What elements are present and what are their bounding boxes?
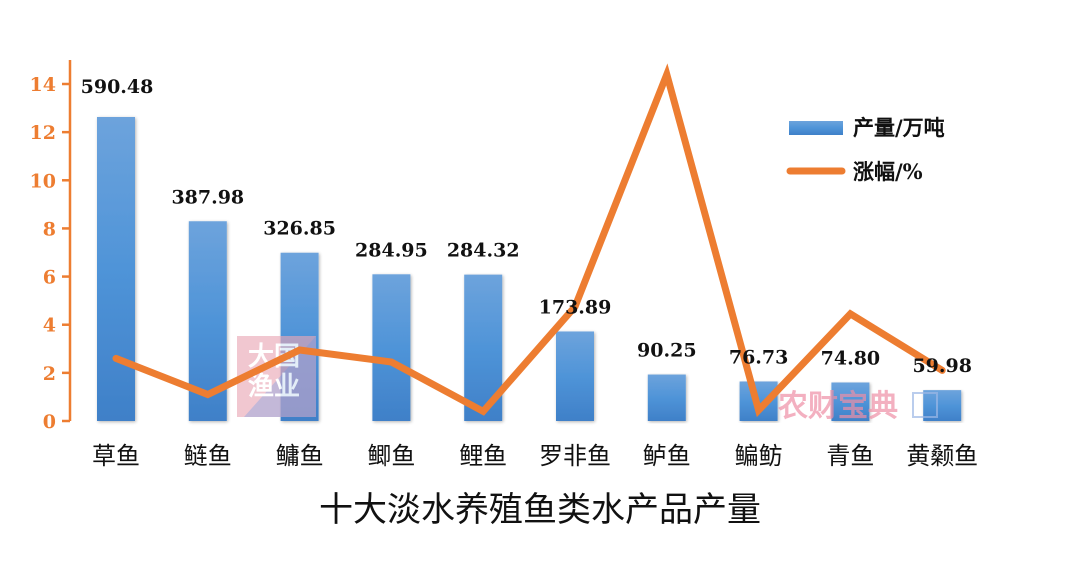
legend: 产量/万吨 涨幅/%	[786, 115, 945, 184]
category-label: 草鱼	[92, 442, 140, 470]
x-axis-labels: 草鱼 鲢鱼 鳙鱼 鲫鱼 鲤鱼 罗非鱼 鲈鱼 鳊鲂 青鱼 黄颡鱼	[92, 442, 978, 470]
category-label: 鲈鱼	[643, 442, 691, 470]
bar	[923, 390, 962, 421]
legend-label-growth: 涨幅/%	[853, 159, 923, 184]
watermark-dagou-yuye: 大国 渔业	[237, 336, 316, 417]
bar-value-labels: 590.48 387.98 326.85 284.95 284.32 173.89 90.2…	[81, 76, 972, 377]
bar-value-label: 76.73	[729, 346, 789, 368]
bar-value-label: 90.25	[637, 340, 697, 362]
y-tick-label: 14	[30, 74, 56, 96]
bar-value-label: 284.95	[355, 239, 428, 261]
bar-value-label: 284.32	[447, 240, 520, 262]
category-label: 罗非鱼	[539, 442, 611, 470]
bar-value-label: 326.85	[263, 218, 336, 240]
y-tick-label: 2	[43, 363, 56, 385]
svg-text:渔业: 渔业	[248, 372, 300, 402]
category-label: 鳊鲂	[735, 442, 783, 470]
category-label: 青鱼	[826, 442, 874, 470]
y-tick-label: 10	[30, 170, 56, 192]
bar-value-label: 590.48	[81, 76, 154, 98]
category-label: 鳙鱼	[276, 442, 324, 470]
line-series	[112, 63, 946, 418]
y-tick-label: 0	[43, 411, 56, 433]
bar-value-label: 74.80	[821, 347, 881, 369]
category-label: 鲢鱼	[184, 442, 232, 470]
category-label: 鲤鱼	[459, 442, 507, 470]
y-tick-label: 8	[43, 218, 56, 240]
y-tick-label: 12	[30, 122, 56, 144]
y-axis: 0 2 4 6 8 10 12 14	[30, 60, 72, 433]
bar	[556, 331, 594, 421]
bar-value-label: 59.98	[912, 355, 972, 377]
legend-label-production: 产量/万吨	[853, 115, 945, 140]
y-tick-label: 6	[43, 267, 56, 289]
bar	[831, 382, 870, 421]
watermark-nongcai-baodian: 农财宝典	[777, 389, 938, 424]
bar	[372, 274, 411, 421]
bar	[647, 374, 686, 421]
y-tick-label: 4	[43, 315, 56, 337]
category-label: 鲫鱼	[367, 442, 415, 470]
svg-text:农财宝典: 农财宝典	[777, 389, 898, 424]
chart-title: 十大淡水养殖鱼类水产品产量	[319, 490, 761, 530]
legend-bar-swatch	[789, 121, 843, 135]
bar	[97, 117, 135, 421]
category-label: 黄颡鱼	[906, 442, 978, 470]
bar-series	[97, 117, 962, 421]
bar-value-label: 387.98	[171, 186, 244, 208]
bar-value-label: 173.89	[539, 296, 612, 318]
